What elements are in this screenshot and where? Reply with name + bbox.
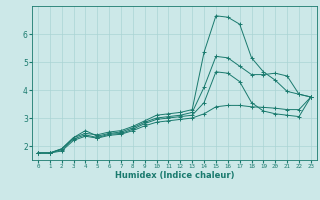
X-axis label: Humidex (Indice chaleur): Humidex (Indice chaleur) bbox=[115, 171, 234, 180]
